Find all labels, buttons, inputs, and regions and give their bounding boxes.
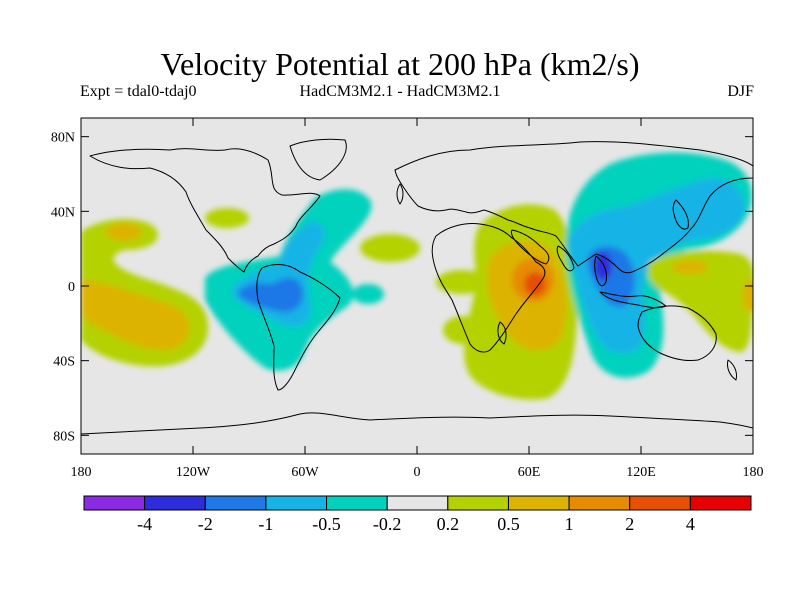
colorbar-swatch [326,495,388,511]
coastline-arabia [511,229,550,265]
coastline-antarctica [81,412,753,435]
colorbar-swatch [689,495,752,511]
colorbar-label: -0.2 [373,514,402,534]
model-label: HadCM3M2.1 - HadCM3M2.1 [299,83,501,100]
colorbar-label: -2 [198,514,213,534]
contour-atlantic-positive [360,234,420,262]
coastlines [81,138,753,435]
x-tick-label: 120E [626,465,656,480]
x-tick-label: 180 [71,465,92,480]
coastline-north-america [89,148,321,273]
colorbar-swatch [265,495,328,511]
map-title: Velocity Potential at 200 hPa (km2/s) [160,46,640,82]
contour-farpacific-05 [672,260,708,274]
colorbar-label: 0.2 [437,514,460,534]
x-tick-label: 120W [176,465,211,480]
coastline-southeast-asia [594,255,607,287]
contour-atlantic-negative [352,284,384,304]
colorbar-swatch [83,495,146,511]
contour-fields [81,138,753,435]
y-tick-label: 0 [68,280,75,295]
y-tick-label: 80N [51,131,75,146]
contour-indian-2 [524,272,546,296]
coastline-uk [396,183,404,205]
contour-pacific-north-05 [106,223,142,241]
coastline-india [556,245,575,272]
x-tick-label: 0 [414,465,421,480]
coastline-eurasia [394,141,753,274]
colorbar-swatch [204,495,267,511]
coastline-greenland [289,138,347,181]
coastline-south-america [256,264,341,391]
season-label: DJF [727,83,754,100]
y-tick-label: 40S [53,355,75,370]
colorbar-swatch [386,495,449,511]
contour-americas-1 [238,277,303,313]
colorbar: -4 -2 -1 -0.5 -0.2 0.2 0.5 1 2 4 [83,495,752,534]
colorbar-label: -4 [137,514,152,534]
y-tick-label: 40N [51,205,75,220]
coastline-japan [672,199,689,230]
contour-westafrica-positive [436,270,488,294]
colorbar-swatch [568,495,631,511]
contour-asia-05 [568,178,745,354]
contour-north-atlantic-positive [205,208,249,228]
colorbar-swatch [144,495,206,511]
contour-farpacific-east-05 [742,280,753,312]
colorbar-label: 4 [686,514,695,534]
x-tick-label: 180 [743,465,764,480]
y-axis: 80N 40N 0 40S 80S [51,131,753,444]
colorbar-swatch [507,495,570,511]
colorbar-swatch [629,495,691,511]
colorbar-label: -0.5 [312,514,341,534]
x-tick-label: 60E [518,465,541,480]
experiment-label: Expt = tdal0-tdaj0 [80,83,197,100]
colorbar-label: 0.5 [497,514,520,534]
x-axis: 180 120W 60W 0 60E 120E 180 [71,118,764,480]
contour-pacific-05 [81,280,190,351]
coastline-australia [637,305,717,361]
colorbar-label: 1 [565,514,574,534]
y-tick-label: 80S [53,429,75,444]
colorbar-swatch [447,495,509,511]
coastline-madagascar [497,321,507,345]
colorbar-label: 2 [625,514,634,534]
colorbar-label: -1 [258,514,273,534]
x-tick-label: 60W [291,465,319,480]
coastline-africa [431,223,546,353]
coastline-new-zealand [727,359,737,381]
contour-farpacific-positive [647,250,753,352]
